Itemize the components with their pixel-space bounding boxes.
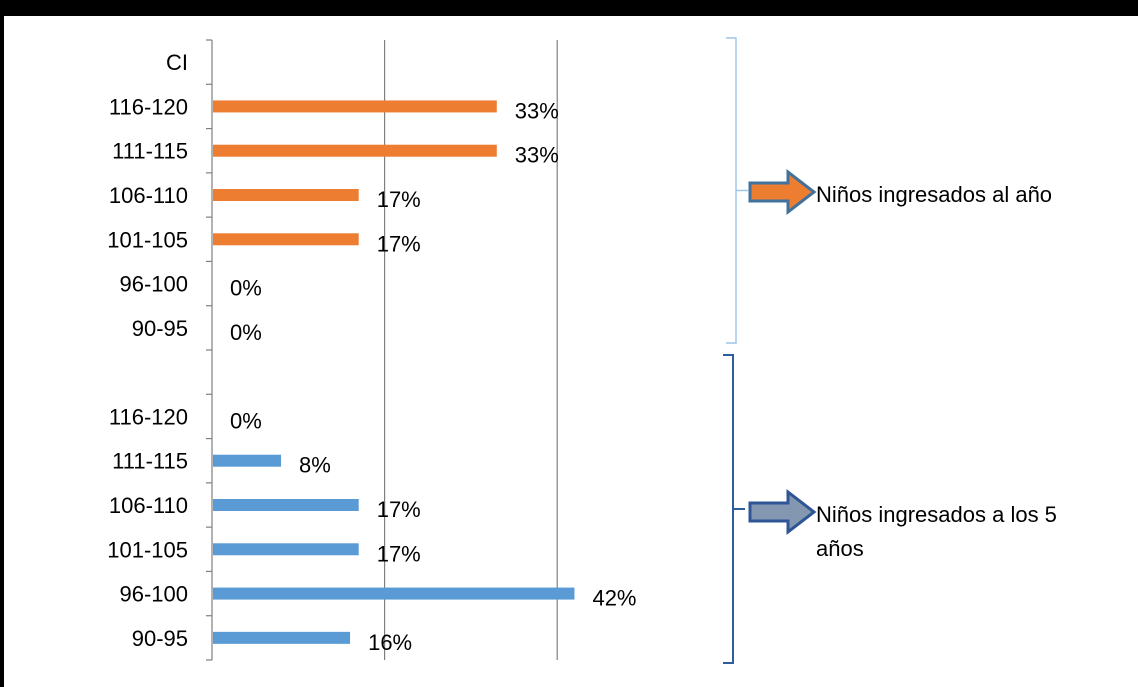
bar: [213, 631, 351, 644]
data-label: 42%: [592, 586, 636, 611]
bar: [213, 100, 497, 113]
data-label: 0%: [230, 320, 262, 345]
bars: [213, 100, 575, 644]
bar: [213, 144, 497, 157]
right-arrow-icon: [748, 488, 817, 536]
bar: [213, 233, 359, 246]
category-label: 111-115: [112, 449, 188, 474]
category-label: 106-110: [109, 493, 188, 518]
data-label: 16%: [368, 630, 412, 655]
category-labels: 90-95 96-100 101-105 106-110 111-115 116-120 9…: [107, 50, 188, 651]
data-label: 33%: [515, 98, 559, 123]
category-label: 96-100: [119, 272, 188, 297]
category-label: 111-115: [112, 139, 188, 164]
data-label: 17%: [377, 231, 421, 256]
legend: Niños ingresados al año Niños ingresados …: [723, 37, 1057, 664]
data-label: 0%: [230, 276, 262, 301]
category-label: 106-110: [109, 183, 188, 208]
bar: [213, 189, 359, 201]
category-label: 96-100: [119, 582, 188, 607]
category-label: 116-120: [109, 94, 188, 119]
bar: [213, 499, 359, 511]
category-label: CI: [166, 50, 188, 75]
right-arrow-icon: [748, 168, 817, 216]
data-label: 8%: [299, 453, 331, 478]
data-label: 17%: [377, 541, 421, 566]
category-axis: [206, 39, 213, 661]
category-label: 101-105: [107, 227, 188, 252]
category-label: 116-120: [109, 404, 188, 429]
value-labels: 16% 42% 17% 17% 8% 0% 0% 0% 17% 17% 33% 33%: [230, 98, 637, 654]
data-label: 33%: [515, 143, 559, 168]
legend-label: Niños ingresados al año: [816, 182, 1052, 207]
legend-label: años: [816, 536, 864, 561]
bar: [213, 587, 575, 600]
bar: [213, 543, 359, 556]
category-label: 90-95: [132, 626, 188, 651]
gridlines: [384, 40, 558, 660]
data-label: 17%: [377, 497, 421, 522]
category-label: 90-95: [132, 316, 188, 341]
legend-label: Niños ingresados a los 5: [816, 502, 1057, 527]
category-label: 101-105: [107, 537, 188, 562]
data-label: 17%: [377, 187, 421, 212]
chart-background: [4, 16, 1138, 687]
data-label: 0%: [230, 408, 262, 433]
bar: [213, 454, 282, 467]
